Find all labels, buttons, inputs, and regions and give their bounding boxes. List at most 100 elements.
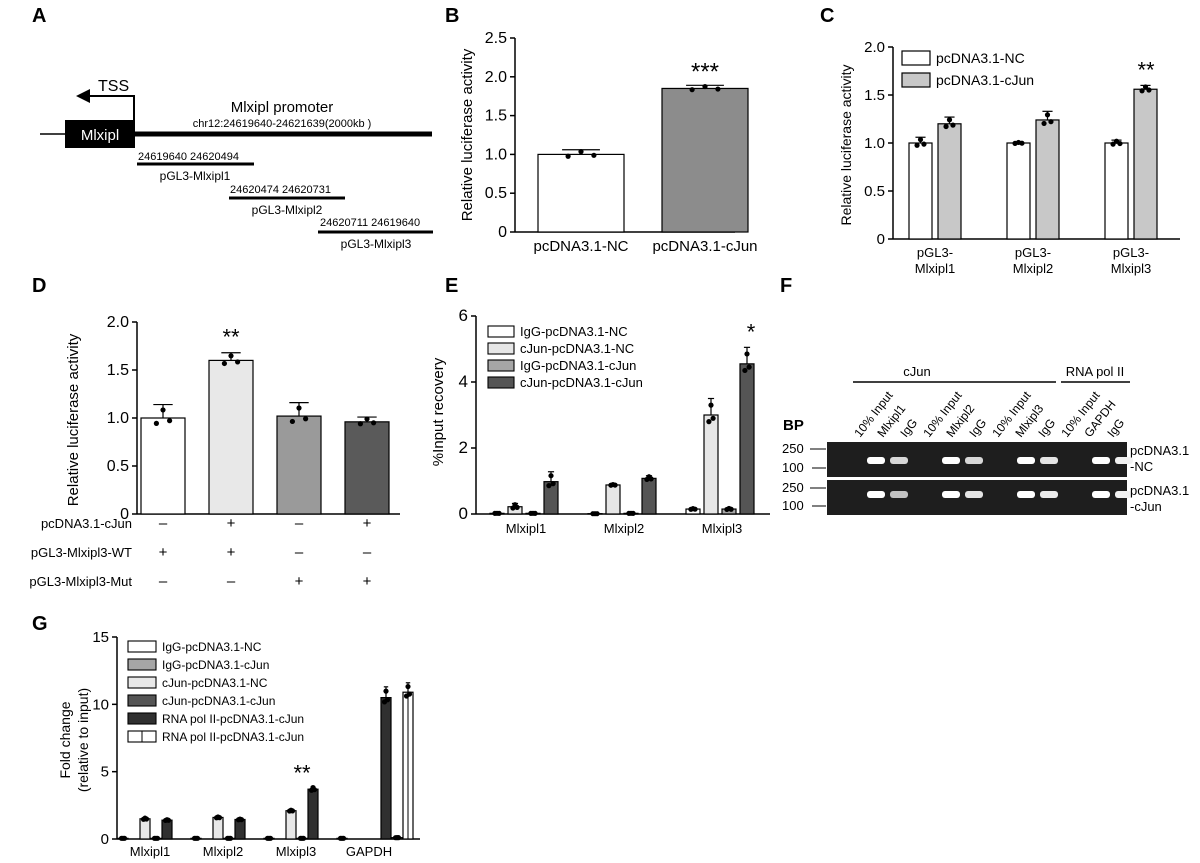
chart-b-ylabel: Relative luciferase activity [459, 48, 476, 221]
chart-g-data-point [238, 817, 245, 823]
chart-d-bar-3 [344, 421, 390, 515]
chart-c-y-tick-label: 2.0 [864, 39, 885, 56]
chart-d: 0 0.5 1.0 1.5 2.0 Relative luciferase activit… [65, 314, 400, 523]
chart-g-data-point [340, 835, 347, 841]
condition-label-2: pGL3-Mlxipl3-WT [31, 545, 132, 560]
chart-b-data-point [702, 83, 708, 90]
chart-b-x-tick-label: pcDNA3.1-cJun [652, 238, 757, 255]
condition-sign: – [227, 573, 236, 590]
chart-g-data-point [154, 835, 161, 841]
chart-e-bar-2 [703, 414, 719, 515]
fragment-2-name: pGL3-Mlxipl2 [252, 203, 323, 217]
chart-b-y-tick-label: 2.5 [485, 30, 507, 47]
chart-c-y-tick-label: 1.0 [864, 135, 885, 152]
chart-g-legend-swatch [127, 676, 157, 689]
gene-box [65, 120, 135, 148]
chart-d-y-tick-label: 0.5 [107, 458, 129, 475]
chart-c-ylabel: Relative luciferase activity [838, 64, 854, 225]
chart-e-legend-swatch [487, 359, 515, 372]
chart-g-bar-0 [139, 818, 151, 840]
chart-d-data-point [289, 418, 295, 425]
chart-e-data-point [548, 473, 554, 479]
chart-e-data-point [532, 510, 538, 516]
gene-label: Mlxipl [81, 127, 119, 144]
chart-g-x-tick-label: GAPDH [346, 844, 392, 859]
chart-b: 0 0.5 1.0 1.5 2.0 2.5 Relative luciferase acti… [459, 30, 758, 255]
gel-band [942, 457, 960, 464]
chart-e-data-point [746, 364, 752, 370]
chart-e-legend-label: IgG-pcDNA3.1-NC [520, 324, 628, 339]
chart-e-y-tick-label: 2 [459, 438, 468, 457]
chart-e-data-point [550, 481, 556, 487]
chart-e-data-point [692, 506, 698, 512]
chart-g-legend-label: IgG-pcDNA3.1-NC [162, 640, 262, 654]
chart-g-legend-label: IgG-pcDNA3.1-cJun [162, 658, 269, 672]
marker-100-top: 100 [782, 460, 804, 475]
chart-g-ylabel: Fold change [57, 701, 73, 778]
size-markers: 250 100 250 100 [782, 441, 826, 513]
chart-c-data-point [1146, 87, 1152, 93]
chart-c: 0 0.5 1.0 1.5 2.0 Relative luciferase activit… [838, 39, 1180, 276]
chart-g-legend-label: cJun-pcDNA3.1-cJun [162, 694, 275, 708]
chart-c-y-tick-label: 0 [877, 231, 885, 248]
row-label-nc-2: -NC [1130, 459, 1153, 474]
chart-e-data-point [706, 419, 712, 425]
fragment-2-coords: 24620474 24620731 [230, 184, 331, 196]
panel-a-letter: A [32, 5, 46, 27]
chart-e-legend-label: IgG-pcDNA3.1-cJun [520, 358, 636, 373]
chart-g-data-point [311, 787, 318, 793]
chart-g-x-tick-label: Mlxipl2 [203, 844, 243, 859]
chart-b-data-point [591, 152, 597, 158]
condition-sign: + [363, 573, 372, 590]
chart-g-data-point [405, 683, 411, 690]
panel-e-letter: E [445, 275, 458, 297]
chart-g: 0 5 10 15 Fold change (relative to input) Mlxi… [57, 629, 420, 859]
chart-g-data-point [216, 815, 223, 821]
chart-d-bar-1 [208, 359, 254, 515]
chart-b-y-tick-label: 0.5 [485, 185, 507, 202]
chart-g-data-point [227, 835, 234, 841]
chart-e-legend-label: cJun-pcDNA3.1-cJun [520, 375, 643, 390]
chart-e-x-tick-label: Mlxipl2 [604, 521, 644, 536]
chart-e-data-point [546, 483, 552, 489]
condition-sign: + [227, 544, 236, 561]
chart-c-x-tick-label: pGL3- [1113, 245, 1149, 260]
chart-d-y-tick-label: 2.0 [107, 314, 129, 331]
chart-g-data-point [383, 688, 389, 694]
chart-d-data-point [160, 407, 166, 413]
chart-c-data-point [943, 123, 949, 130]
panel-d-conditions: pcDNA3.1-cJun pGL3-Mlxipl3-WT pGL3-Mlxip… [29, 515, 371, 590]
chart-d-data-point [228, 353, 234, 359]
condition-signs: – + – + + + – – – – + + [159, 515, 372, 590]
chart-e-data-point [710, 415, 716, 421]
chart-g-bar-1 [212, 816, 224, 840]
chart-d-significance: ** [222, 325, 240, 350]
chart-b-x-tick-label: pcDNA3.1-NC [533, 238, 628, 255]
chart-d-data-point [357, 421, 363, 427]
chart-b-y-tick-label: 1.5 [485, 108, 507, 125]
chart-c-data-point [917, 136, 924, 143]
chart-b-y-tick-label: 2.0 [485, 69, 507, 86]
chart-g-legend-label: cJun-pcDNA3.1-NC [162, 676, 268, 690]
chart-g-x-tick-label: Mlxipl3 [276, 844, 316, 859]
chart-g-bar-1 [234, 818, 246, 840]
chart-e-data-point [496, 510, 502, 516]
chart-c-data-point [1019, 140, 1025, 146]
row-label-cjun-2: -cJun [1130, 499, 1162, 514]
condition-sign: + [295, 573, 304, 590]
chart-c-significance: ** [1137, 57, 1155, 82]
chart-d-bar-2 [276, 415, 322, 515]
condition-sign: – [295, 515, 304, 532]
chart-g-data-point [395, 835, 402, 841]
chart-g-data-point [267, 835, 274, 841]
chart-e-data-point [594, 511, 600, 517]
chart-d-ylabel: Relative luciferase activity [65, 333, 82, 506]
chart-e-data-point [728, 506, 734, 512]
chart-b-data-point [578, 149, 584, 155]
chart-c-bar-1 [1035, 119, 1060, 240]
gel-band [965, 491, 983, 498]
chart-d-data-point [235, 359, 241, 365]
marker-250-bottom: 250 [782, 480, 804, 495]
chart-e-y-tick-label: 6 [459, 306, 468, 325]
